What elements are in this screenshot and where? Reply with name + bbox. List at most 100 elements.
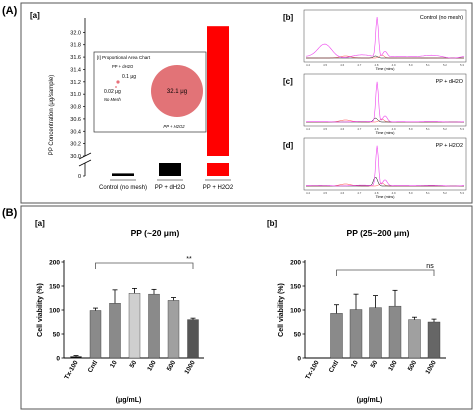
- chromatogram-x-label: Time (mins): [376, 67, 395, 71]
- chromatogram-x-tick: 5.0: [409, 191, 413, 195]
- concentration-y-label: PP Concentration (μg/sample): [49, 75, 55, 155]
- chromatogram-x-tick: 4.9: [392, 63, 396, 67]
- chromatogram-x-tick: 4.7: [357, 191, 361, 195]
- cell-chart-category-label: 1000: [183, 359, 196, 375]
- cell-chart-category-label: Tx-100: [63, 359, 80, 381]
- concentration-bar: [112, 173, 134, 176]
- cell-chart-x-label: (μg/mL): [357, 397, 383, 404]
- cell-chart-y-tick-label: 100: [290, 308, 301, 315]
- significance-label: ns: [426, 263, 434, 270]
- concentration-y-tick-label: 30.0: [70, 154, 81, 160]
- chromatogram-trace-magenta: [305, 16, 465, 59]
- concentration-bar: [159, 163, 181, 176]
- chromatogram-x-tick: 5.2: [443, 127, 447, 131]
- significance-bracket: [95, 262, 194, 269]
- cell-viability-bar: [148, 293, 160, 359]
- cell-chart-category-label: 10: [350, 359, 360, 369]
- cell-chart-x-label: (μg/mL): [116, 397, 142, 404]
- significance-bracket: [336, 269, 435, 276]
- cell-viability-bar: [369, 307, 382, 359]
- concentration-y-tick-label: 30.6: [70, 117, 81, 123]
- cell-viability-bar: [89, 310, 102, 359]
- chromatogram-x-tick: 4.8: [374, 127, 378, 131]
- panel-b-frame: [20, 205, 473, 410]
- cell-viability-chart-b: PP (25~200 μm) Cell viability (%) 0 50 100 15…: [278, 228, 446, 404]
- chromatogram-x-tick: 4.4: [306, 63, 310, 67]
- inset-label-nomesh: No Mesh: [104, 97, 121, 102]
- chromatogram-x-tick: 5.3: [460, 191, 464, 195]
- chromatogram-x-tick: 5.0: [409, 63, 413, 67]
- chromatogram-x-label: Time (mins): [376, 131, 395, 135]
- chromatogram-title: Control (no mesh): [420, 15, 463, 21]
- chromatogram-x-tick: 4.4: [306, 127, 310, 131]
- inset-circle-nomesh: [115, 86, 117, 88]
- concentration-y-tick-label: 30.2: [70, 142, 81, 148]
- chromatogram-x-tick: 4.5: [323, 63, 327, 67]
- panel-b-label: (B): [2, 207, 18, 219]
- cell-chart-category-label: 500: [166, 359, 178, 372]
- cell-viability-bar: [349, 309, 363, 359]
- concentration-y-tick-label: 31.8: [70, 43, 81, 49]
- cell-viability-bar: [187, 319, 199, 359]
- cell-chart-category-label: 500: [407, 359, 419, 372]
- chromatogram-sublabel: [c]: [283, 77, 293, 86]
- chromatogram-x-tick: 4.6: [340, 63, 344, 67]
- chromatogram-panel: [c] PP + dH2O 4.4 4.5 4.6 4.7 4.8 4.9 5.0 5.1 5.2 5…: [283, 73, 467, 135]
- concentration-y-tick-label: 31.4: [70, 67, 81, 73]
- chromatogram-trace-magenta: [305, 81, 465, 123]
- cell-chart-category-label: Cntl: [87, 359, 99, 374]
- cell-viability-bar: [330, 313, 343, 359]
- cell-chart-category-label: Tx-100: [304, 359, 321, 381]
- cell-chart-category-label: 100: [387, 359, 399, 372]
- concentration-bar-lower: [207, 163, 229, 176]
- chromatogram-x-label: Time (mins): [376, 195, 395, 199]
- cell-chart-category-label: 50: [129, 359, 139, 369]
- concentration-y-tick-label-zero: 0: [78, 174, 81, 180]
- chromatogram-frame: [303, 137, 467, 191]
- inset-label-dh2o: PP + dH2O: [112, 64, 134, 69]
- panel-a-label: (A): [2, 5, 18, 17]
- chromatogram-sublabel: [d]: [283, 141, 294, 150]
- inset-value-nomesh: 0.02 μg: [104, 89, 121, 95]
- cell-chart-category-label: 10: [109, 359, 119, 369]
- cell-chart-y-tick-label: 0: [56, 356, 60, 363]
- cell-chart-category-label: 100: [146, 359, 158, 372]
- chromatogram-x-tick: 4.9: [392, 127, 396, 131]
- chromatogram-x-tick: 5.1: [426, 63, 430, 67]
- chromatogram-x-tick: 4.4: [306, 191, 310, 195]
- cell-chart-title: PP (~20 μm): [131, 228, 180, 238]
- cell-chart-y-label: Cell viability (%): [278, 283, 285, 337]
- chromatogram-frame: [303, 9, 467, 63]
- significance-label: **: [186, 256, 192, 263]
- chromatogram-x-tick: 4.8: [374, 63, 378, 67]
- cell-chart-y-tick-label: 100: [49, 308, 60, 315]
- chromatogram-x-tick: 5.3: [460, 127, 464, 131]
- cell-viability-bar: [70, 356, 82, 359]
- concentration-y-tick-label: 31.2: [70, 80, 81, 86]
- chromatogram-x-tick: 4.7: [357, 127, 361, 131]
- proportional-area-inset: [I] Proportional Area Chart PP + dH2O 0.…: [93, 51, 207, 133]
- concentration-category-label: PP + dH2O: [155, 185, 186, 191]
- cell-viability-bar: [408, 319, 421, 359]
- concentration-y-tick-label: 31.0: [70, 92, 81, 98]
- subpanel-a-label: [a]: [30, 11, 40, 20]
- panel-a-frame: [20, 2, 473, 204]
- concentration-category-label: PP + H2O2: [203, 185, 234, 191]
- chromatogram-sublabel: [b]: [283, 13, 294, 22]
- cell-chart-y-label: Cell viability (%): [37, 283, 44, 337]
- cell-chart-category-label: Cntl: [328, 359, 340, 374]
- chromatogram-x-tick: 5.1: [426, 191, 430, 195]
- chromatogram-x-tick: 4.5: [323, 191, 327, 195]
- chromatogram-x-tick: 4.7: [357, 63, 361, 67]
- chromatogram-title: PP + H2O2: [436, 143, 463, 149]
- chromatogram-x-tick: 4.5: [323, 127, 327, 131]
- cell-viability-bar: [388, 305, 402, 359]
- cell-viability-bar: [427, 321, 441, 359]
- chromatogram-x-tick: 5.3: [460, 63, 464, 67]
- concentration-y-tick-label: 31.6: [70, 55, 81, 61]
- cell-chart-title: PP (25~200 μm): [347, 228, 410, 238]
- chromatogram-trace-magenta: [306, 145, 464, 187]
- chromatogram-x-tick: 5.1: [426, 127, 430, 131]
- chromatogram-x-tick: 4.9: [392, 191, 396, 195]
